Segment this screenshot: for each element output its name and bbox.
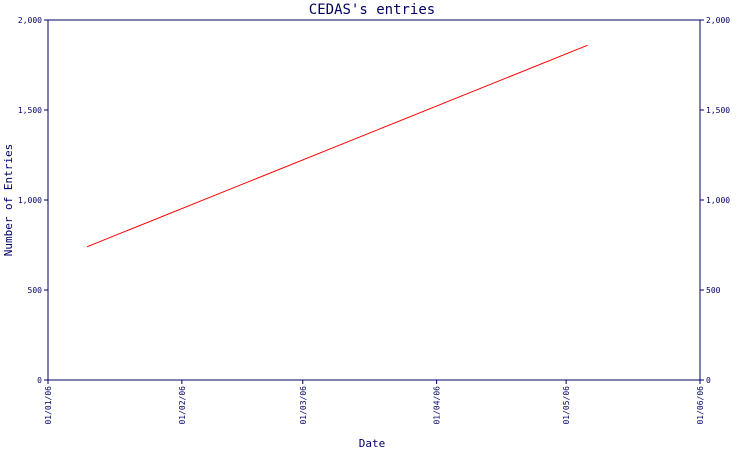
x-tick-label: 01/02/06 (178, 386, 187, 425)
x-tick-label: 01/01/06 (44, 386, 53, 425)
x-tick-label: 01/03/06 (299, 386, 308, 425)
plot-frame (47, 19, 701, 381)
y-tick-label-left: 1,000 (18, 196, 42, 205)
y-tick-label-left: 0 (37, 376, 42, 385)
x-tick-label: 01/06/06 (696, 386, 705, 425)
y-axis-title: Number of Entries (2, 144, 15, 257)
y-axis-right: 0 500 1,000 1,500 2,000 (700, 16, 730, 385)
y-tick-label-right: 2,000 (706, 16, 730, 25)
chart-title: CEDAS's entries (309, 2, 435, 18)
y-tick-label-right: 0 (706, 376, 711, 385)
y-tick-label-left: 500 (28, 286, 43, 295)
series-layer (86, 44, 588, 248)
x-axis: 01/01/06 01/02/06 01/03/06 01/04/06 01/05/06… (44, 380, 705, 425)
y-tick-label-right: 1,500 (706, 106, 730, 115)
y-tick-label-right: 500 (706, 286, 721, 295)
x-tick-label: 01/04/06 (433, 386, 442, 425)
y-tick-label-left: 1,500 (18, 106, 42, 115)
x-axis-title: Date (359, 437, 386, 450)
series-line (86, 44, 588, 248)
y-tick-label-right: 1,000 (706, 196, 730, 205)
y-tick-label-left: 2,000 (18, 16, 42, 25)
y-axis-left: 0 500 1,000 1,500 2,000 (18, 16, 48, 385)
x-tick-label: 01/05/06 (562, 386, 571, 425)
